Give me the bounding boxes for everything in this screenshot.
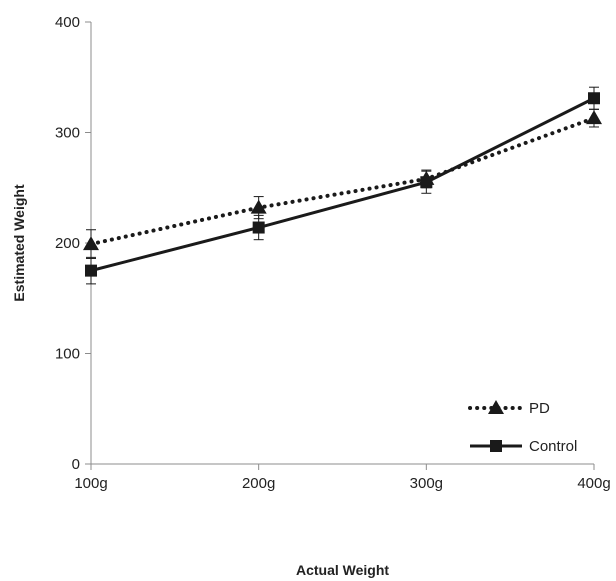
y-axis-title: Estimated Weight (11, 184, 27, 302)
x-tick-label: 200g (242, 475, 275, 492)
x-axis-title: Actual Weight (296, 562, 389, 578)
pd-series-line (89, 116, 596, 247)
series-lines (89, 96, 596, 273)
y-tick-label: 300 (55, 125, 80, 142)
control-data-point (85, 264, 97, 277)
y-tick-label: 100 (55, 346, 80, 363)
x-tick-label: 300g (410, 475, 443, 492)
legend: PD Control (468, 400, 577, 455)
control-series-line (90, 96, 595, 273)
series-markers (83, 92, 602, 277)
control-data-point (588, 92, 600, 105)
pd-data-point (83, 236, 99, 251)
pd-data-point (586, 110, 602, 125)
error-bars (86, 86, 599, 285)
control-data-point (420, 176, 433, 189)
legend-marker-control (490, 440, 502, 452)
pd-data-point (250, 199, 267, 214)
tick-labels: 0 100 200 300 400 100g 200g 300g 400g (55, 14, 611, 492)
y-tick-label: 400 (55, 14, 80, 31)
legend-marker-pd (488, 400, 504, 414)
axes (85, 21, 595, 470)
y-tick-label: 200 (55, 235, 80, 252)
x-tick-label: 400g (577, 475, 610, 492)
x-tick-label: 100g (74, 475, 107, 492)
control-data-point (252, 221, 265, 234)
y-tick-label: 0 (72, 456, 80, 473)
legend-label-pd: PD (529, 400, 550, 417)
legend-label-control: Control (529, 438, 577, 455)
